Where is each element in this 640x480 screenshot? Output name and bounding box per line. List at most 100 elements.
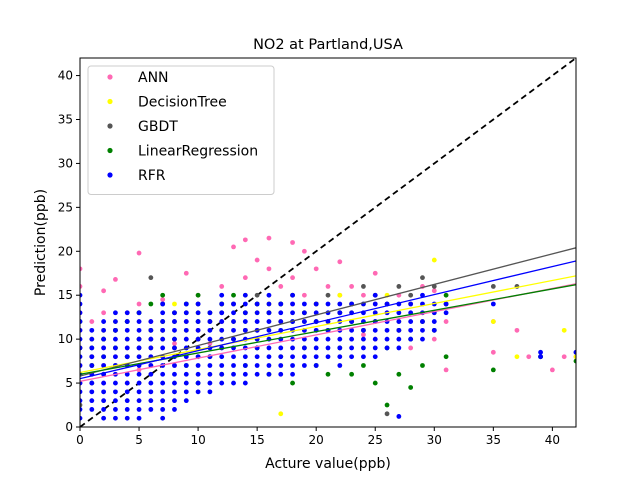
- point-rfr: [372, 310, 378, 316]
- point-rfr: [231, 354, 236, 360]
- point-rfr: [278, 345, 284, 351]
- point-ann: [361, 332, 366, 338]
- point-rfr: [266, 363, 272, 368]
- point-ann: [372, 270, 378, 276]
- point-gbdt: [408, 292, 414, 298]
- point-rfr: [160, 336, 166, 342]
- point-linearregression: [160, 292, 166, 298]
- point-rfr: [113, 407, 118, 412]
- point-rfr: [148, 345, 154, 351]
- point-ann: [254, 257, 260, 263]
- point-rfr: [113, 319, 118, 324]
- point-decisiontree: [490, 319, 496, 324]
- point-rfr: [408, 327, 414, 333]
- point-ann: [526, 354, 532, 360]
- point-rfr: [113, 345, 118, 351]
- point-rfr: [278, 310, 284, 316]
- point-rfr: [80, 380, 83, 386]
- point-rfr: [219, 371, 225, 377]
- point-rfr: [101, 345, 107, 351]
- point-rfr: [148, 336, 154, 342]
- point-rfr: [89, 389, 95, 395]
- point-rfr: [349, 327, 355, 333]
- point-rfr: [183, 327, 189, 333]
- fit-line-gbdt: [80, 247, 576, 377]
- point-rfr: [136, 380, 142, 386]
- point-ann: [337, 259, 343, 265]
- point-rfr: [231, 371, 236, 377]
- point-rfr: [124, 380, 130, 386]
- point-rfr: [183, 336, 189, 342]
- point-rfr: [349, 336, 355, 342]
- point-rfr: [80, 336, 83, 342]
- point-rfr: [431, 319, 437, 324]
- point-ann: [561, 354, 567, 360]
- point-rfr: [124, 345, 130, 351]
- point-ann: [113, 277, 118, 282]
- point-rfr: [231, 310, 236, 316]
- point-rfr: [490, 301, 496, 307]
- point-rfr: [183, 380, 189, 386]
- point-rfr: [183, 389, 189, 395]
- point-rfr: [301, 310, 307, 316]
- point-rfr: [278, 301, 284, 307]
- point-rfr: [136, 345, 142, 351]
- point-decisiontree: [561, 327, 567, 333]
- point-rfr: [195, 319, 201, 324]
- point-ann: [266, 266, 272, 272]
- point-rfr: [183, 310, 189, 316]
- point-rfr: [396, 345, 402, 351]
- point-rfr: [160, 389, 166, 395]
- point-rfr: [101, 327, 107, 333]
- y-tick-label: 20: [58, 244, 73, 258]
- point-rfr: [242, 380, 248, 386]
- point-ann: [266, 235, 272, 241]
- x-tick-label: 30: [427, 433, 442, 447]
- point-linearregression: [420, 363, 425, 368]
- point-rfr: [408, 336, 414, 342]
- x-tick-label: 35: [486, 433, 501, 447]
- point-rfr: [254, 301, 260, 307]
- point-rfr: [420, 292, 425, 298]
- point-linearregression: [361, 363, 366, 368]
- point-linearregression: [443, 292, 449, 298]
- y-tick-label: 30: [58, 156, 73, 170]
- point-ann: [101, 310, 107, 316]
- point-rfr: [183, 319, 189, 324]
- point-rfr: [242, 310, 248, 316]
- point-rfr: [372, 327, 378, 333]
- point-rfr: [337, 336, 343, 342]
- point-rfr: [195, 371, 201, 377]
- point-rfr: [89, 380, 95, 386]
- point-ann: [101, 288, 107, 294]
- point-rfr: [101, 389, 107, 395]
- x-tick-label: 15: [250, 433, 265, 447]
- y-tick-label: 40: [58, 69, 73, 83]
- point-rfr: [231, 363, 236, 368]
- point-gbdt: [325, 292, 331, 298]
- point-rfr: [219, 319, 225, 324]
- point-rfr: [254, 354, 260, 360]
- point-rfr: [219, 363, 225, 368]
- point-rfr: [231, 327, 236, 333]
- point-rfr: [124, 371, 130, 377]
- point-rfr: [431, 327, 437, 333]
- point-ann: [514, 327, 520, 333]
- point-decisiontree: [278, 411, 284, 417]
- point-rfr: [207, 371, 213, 377]
- point-rfr: [195, 327, 201, 333]
- legend-label-rfr: RFR: [138, 168, 166, 184]
- point-rfr: [113, 354, 118, 360]
- y-tick-label: 10: [58, 332, 73, 346]
- point-rfr: [172, 371, 177, 377]
- point-rfr: [254, 319, 260, 324]
- point-linearregression: [325, 371, 331, 377]
- point-rfr: [101, 407, 107, 412]
- point-ann: [549, 367, 555, 373]
- point-rfr: [231, 319, 236, 324]
- point-ann: [242, 275, 248, 281]
- point-ann: [160, 297, 166, 303]
- point-rfr: [172, 389, 177, 395]
- point-rfr: [538, 349, 543, 355]
- point-rfr: [80, 292, 83, 298]
